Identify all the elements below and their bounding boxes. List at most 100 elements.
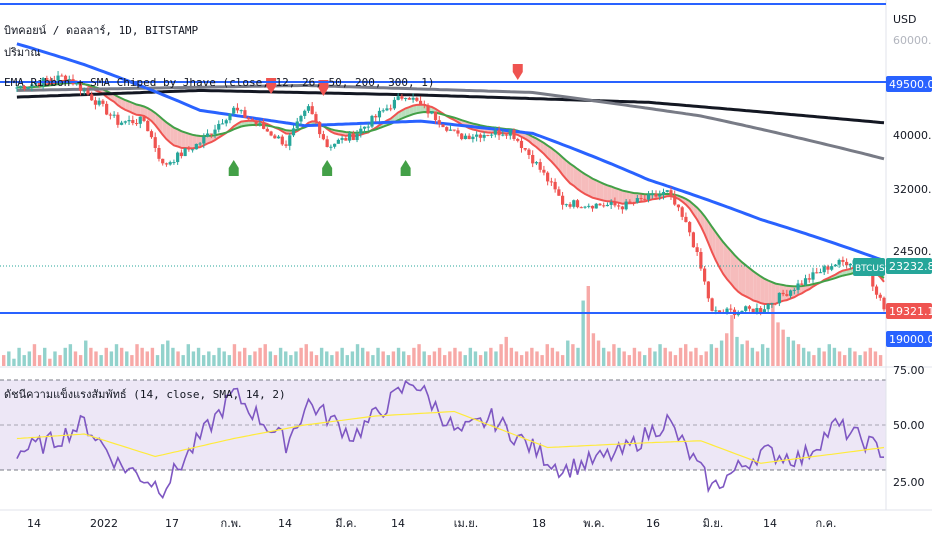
svg-text:23232.80: 23232.80 xyxy=(889,260,932,273)
candle-body xyxy=(475,135,478,137)
volume-bar xyxy=(320,348,323,366)
candle-body xyxy=(744,306,747,311)
volume-bar xyxy=(125,351,128,366)
candle-body xyxy=(367,127,370,128)
candle-body xyxy=(688,222,691,232)
candle-body xyxy=(501,135,504,136)
candle-body xyxy=(453,130,456,131)
candle-body xyxy=(793,290,796,291)
candle-body xyxy=(277,137,280,139)
candle-body xyxy=(184,148,187,156)
ribbon-segment xyxy=(585,174,589,196)
candle-body xyxy=(796,284,799,290)
candle-body xyxy=(344,138,347,141)
ribbon-segment xyxy=(615,188,619,203)
candle-body xyxy=(165,163,168,164)
volume-bar xyxy=(510,348,513,366)
candle-body xyxy=(875,287,878,295)
candle-body xyxy=(823,266,826,272)
volume-bar xyxy=(310,351,313,366)
ribbon-segment xyxy=(607,185,611,201)
candle-body xyxy=(202,137,205,144)
candle-body xyxy=(512,130,515,139)
volume-bar xyxy=(474,351,477,366)
volume-bar xyxy=(58,355,61,366)
candle-body xyxy=(307,106,310,111)
candle-body xyxy=(460,134,463,139)
volume-bar xyxy=(269,351,272,366)
price-label-19000[interactable]: 19000.00 xyxy=(886,331,932,347)
volume-bar xyxy=(710,344,713,366)
volume-bar xyxy=(212,355,215,366)
ribbon-segment xyxy=(581,172,585,194)
volume-bar xyxy=(28,351,31,366)
volume-bar xyxy=(684,344,687,366)
volume-bar xyxy=(766,348,769,366)
volume-bar xyxy=(843,355,846,366)
candle-body xyxy=(456,130,459,133)
time-axis-label: เม.ย. xyxy=(454,517,478,530)
volume-bar xyxy=(520,355,523,366)
candle-body xyxy=(572,200,575,207)
price-label-49500[interactable]: 49500.00 xyxy=(886,76,932,92)
candle-body xyxy=(524,148,527,150)
candle-body xyxy=(206,134,209,137)
candle-body xyxy=(355,134,358,140)
volume-bar xyxy=(499,344,502,366)
candle-body xyxy=(621,207,624,210)
volume-bar xyxy=(458,351,461,366)
volume-bar xyxy=(602,348,605,366)
ribbon-segment xyxy=(592,179,596,199)
candle-body xyxy=(464,136,467,139)
ema-legend[interactable]: EMA Ribbon + SMA Chiped by Jhave (close,… xyxy=(4,76,434,89)
candle-body xyxy=(269,131,272,135)
volume-bar xyxy=(756,351,759,366)
volume-bar xyxy=(84,341,87,366)
candle-body xyxy=(303,111,306,116)
candle-body xyxy=(673,195,676,204)
candle-body xyxy=(322,134,325,139)
rsi-legend[interactable]: ดัชนีความแข็งแรงสัมพัทธ์ (14, close, SMA… xyxy=(4,387,286,401)
volume-legend[interactable]: ปริมาณ xyxy=(4,46,41,59)
volume-bar xyxy=(566,341,569,366)
volume-bar xyxy=(505,337,508,366)
volume-bar xyxy=(633,348,636,366)
candle-body xyxy=(479,135,482,138)
volume-bar xyxy=(33,344,36,366)
volume-bar xyxy=(279,348,282,366)
volume-bar xyxy=(725,333,728,366)
candle-body xyxy=(150,131,153,137)
candle-body xyxy=(598,204,601,206)
candle-body xyxy=(329,147,332,148)
candle-body xyxy=(146,121,149,131)
candle-body xyxy=(311,106,314,114)
candle-body xyxy=(725,309,728,313)
volume-bar xyxy=(848,348,851,366)
volume-bar xyxy=(187,344,190,366)
volume-bar xyxy=(161,344,164,366)
volume-bar xyxy=(407,355,410,366)
candle-body xyxy=(568,204,571,207)
price-label-last[interactable]: 19321.14 xyxy=(886,303,932,319)
volume-bar xyxy=(397,348,400,366)
candle-body xyxy=(397,96,400,100)
candle-body xyxy=(494,130,497,135)
volume-bar xyxy=(494,351,497,366)
candle-body xyxy=(841,260,844,262)
price-label-current-up[interactable]: 23232.80 xyxy=(886,258,932,274)
volume-bar xyxy=(299,348,302,366)
volume-bar xyxy=(361,348,364,366)
volume-bar xyxy=(2,355,5,366)
volume-bar xyxy=(689,351,692,366)
candle-body xyxy=(654,194,657,197)
volume-bar xyxy=(387,355,390,366)
candle-body xyxy=(213,130,216,135)
symbol-title[interactable]: บิทคอยน์ / ดอลลาร์, 1D, BITSTAMP xyxy=(4,24,198,37)
candle-body xyxy=(497,130,500,135)
volume-bar xyxy=(638,351,641,366)
candle-body xyxy=(318,122,321,134)
volume-bar xyxy=(402,351,405,366)
currency-label: USD xyxy=(893,13,917,26)
